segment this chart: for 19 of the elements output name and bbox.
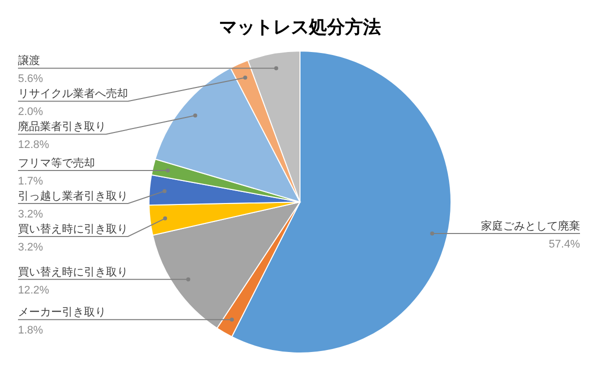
slice-label: 買い替え時に引き取り: [18, 222, 128, 236]
data-label: 12.8%: [18, 139, 50, 152]
slice-label: 買い替え時に引き取り: [18, 265, 128, 278]
slice-label: フリマ等で売却: [18, 156, 95, 170]
slice-label: 家庭ごみとして廃棄: [481, 220, 580, 233]
data-label: 57.4%: [548, 238, 580, 251]
data-label: 2.0%: [18, 106, 44, 118]
data-label: 1.8%: [18, 324, 44, 337]
data-label: 12.2%: [18, 284, 50, 296]
slice-label: リサイクル業者へ売却: [18, 87, 128, 100]
slice-label: 引っ越し業者引き取り: [18, 189, 128, 202]
slice-label: 譲渡: [18, 54, 40, 68]
chart-title: マットレス処分方法: [219, 17, 381, 37]
slice-label: メーカー引き取り: [18, 306, 106, 319]
data-label: 3.2%: [18, 241, 44, 254]
data-label: 5.6%: [18, 73, 44, 86]
data-label: 1.7%: [18, 175, 44, 188]
slice-label: 廃品業者引き取り: [18, 120, 106, 134]
data-label: 3.2%: [18, 208, 44, 220]
